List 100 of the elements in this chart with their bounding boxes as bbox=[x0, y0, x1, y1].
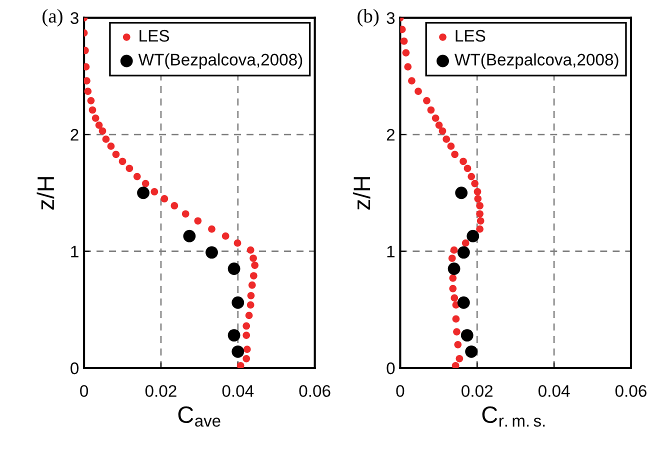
point bbox=[408, 77, 416, 84]
point bbox=[150, 188, 158, 196]
point bbox=[208, 225, 216, 233]
point bbox=[126, 164, 134, 172]
point bbox=[250, 272, 258, 280]
point bbox=[423, 96, 430, 104]
point bbox=[232, 296, 244, 309]
point bbox=[468, 172, 476, 180]
point bbox=[248, 281, 256, 289]
point bbox=[170, 202, 178, 210]
point bbox=[474, 195, 482, 202]
point bbox=[183, 230, 196, 242]
point bbox=[87, 96, 95, 104]
point bbox=[246, 301, 254, 309]
legend-label: WT(Bezpalcova,2008) bbox=[454, 53, 618, 69]
y-tick-label: 0 bbox=[386, 362, 395, 374]
x-axis-title: C$_{ave}$ bbox=[178, 406, 220, 427]
point bbox=[242, 332, 250, 339]
point bbox=[84, 88, 92, 95]
point bbox=[234, 239, 242, 247]
point bbox=[454, 340, 462, 348]
point bbox=[427, 106, 435, 114]
y-tick-label: 1 bbox=[71, 246, 78, 258]
point bbox=[142, 180, 150, 188]
point bbox=[457, 296, 470, 309]
point bbox=[400, 37, 408, 45]
text: (b) bbox=[358, 8, 379, 27]
legend-label: WT(Bezpalcova,2008) bbox=[138, 53, 302, 69]
point bbox=[182, 210, 190, 218]
point bbox=[194, 217, 202, 225]
point bbox=[251, 262, 258, 269]
point bbox=[456, 354, 464, 362]
point bbox=[449, 284, 457, 292]
point bbox=[107, 142, 115, 150]
point bbox=[451, 150, 458, 158]
point bbox=[242, 354, 250, 362]
point bbox=[460, 329, 474, 342]
y-axis-title: z/H bbox=[36, 177, 54, 210]
point bbox=[246, 246, 254, 254]
point bbox=[457, 246, 470, 259]
point bbox=[466, 230, 480, 242]
point bbox=[92, 114, 100, 122]
y-tick-label: 3 bbox=[386, 12, 395, 24]
point bbox=[460, 158, 467, 166]
y-tick-label: 3 bbox=[70, 12, 78, 24]
point bbox=[95, 122, 103, 129]
point bbox=[232, 345, 244, 358]
point bbox=[112, 150, 120, 158]
point bbox=[450, 294, 458, 302]
x-tick-label: 0.04 bbox=[538, 385, 570, 397]
point bbox=[435, 122, 443, 129]
point bbox=[465, 345, 478, 358]
point bbox=[402, 49, 410, 56]
point bbox=[476, 202, 484, 210]
point bbox=[222, 232, 230, 240]
point bbox=[404, 63, 412, 70]
x-tick-label: 0 bbox=[80, 385, 88, 397]
text: (a) bbox=[42, 8, 62, 27]
x-axis-title: C$_{r.m.s.}$ bbox=[482, 406, 545, 427]
x-tick-label: 0.06 bbox=[299, 385, 330, 397]
point bbox=[228, 329, 240, 342]
point bbox=[242, 322, 250, 330]
point bbox=[452, 315, 460, 323]
point bbox=[453, 328, 460, 336]
point bbox=[160, 195, 168, 202]
point bbox=[84, 77, 90, 84]
y-tick-label: 1 bbox=[387, 246, 395, 258]
point bbox=[432, 114, 440, 122]
point bbox=[414, 88, 422, 95]
point bbox=[449, 274, 457, 282]
point bbox=[102, 136, 110, 143]
legend-label: LES bbox=[456, 30, 486, 42]
point bbox=[464, 164, 472, 172]
y-axis-title: z/H bbox=[352, 177, 370, 210]
point bbox=[476, 210, 484, 218]
point bbox=[88, 106, 96, 114]
point bbox=[137, 186, 150, 200]
point bbox=[243, 346, 251, 353]
point bbox=[133, 172, 141, 180]
point bbox=[236, 362, 244, 368]
x-tick-label: 0.06 bbox=[615, 385, 646, 397]
point bbox=[448, 262, 460, 275]
point bbox=[118, 158, 126, 166]
legend-label: LES bbox=[140, 30, 170, 42]
point bbox=[462, 239, 470, 247]
y-tick-label: 2 bbox=[70, 128, 78, 141]
point bbox=[450, 246, 458, 254]
point bbox=[98, 127, 106, 135]
point bbox=[448, 254, 456, 262]
point bbox=[245, 312, 253, 320]
point bbox=[455, 186, 468, 200]
x-tick-label: 0.02 bbox=[462, 385, 493, 397]
point bbox=[206, 246, 218, 259]
point bbox=[452, 362, 460, 368]
x-tick-label: 0 bbox=[396, 385, 404, 397]
point bbox=[476, 217, 484, 225]
point bbox=[247, 292, 255, 300]
x-tick-label: 0.04 bbox=[222, 385, 254, 397]
y-tick-label: 0 bbox=[70, 362, 79, 374]
point bbox=[447, 142, 455, 150]
